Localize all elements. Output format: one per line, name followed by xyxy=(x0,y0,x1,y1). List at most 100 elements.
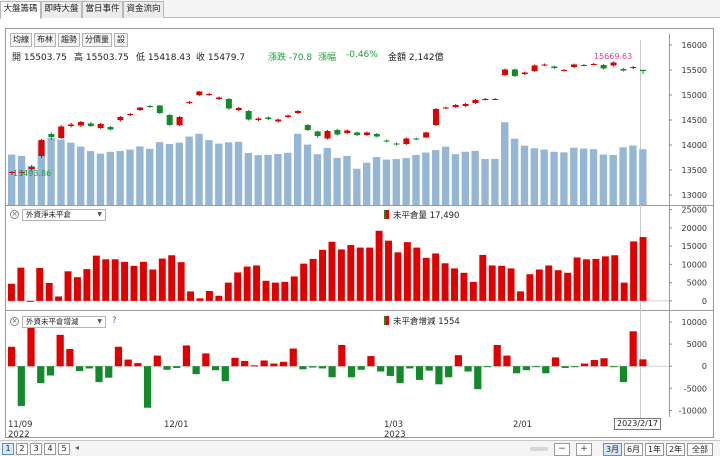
panel3-indicator-select[interactable]: 外資未平倉增減 ▼ xyxy=(22,316,106,328)
range-2y-button[interactable]: 2年 xyxy=(666,443,685,456)
open-interest-bar xyxy=(139,261,147,301)
volume-bar xyxy=(67,142,75,205)
zoom-out-icon: − xyxy=(558,444,566,454)
open-interest-change-bar xyxy=(561,366,569,368)
panel3-legend-text: 未平倉增減 1554 xyxy=(393,317,460,327)
candle-body xyxy=(511,69,518,76)
zoom-in-button[interactable]: + xyxy=(576,443,592,456)
open-interest-bar xyxy=(573,257,581,301)
open-interest-bar xyxy=(479,254,487,301)
open-interest-change-bar xyxy=(163,366,171,370)
open-interest-bar xyxy=(460,272,468,301)
open-interest-change-bar xyxy=(250,365,259,367)
open-interest-bar xyxy=(300,263,308,301)
candle-body xyxy=(294,111,301,113)
volume-bar xyxy=(106,151,114,205)
open-price: 開 15503.75 xyxy=(12,53,67,63)
open-interest-change-bar xyxy=(435,366,443,385)
open-interest-change-bar xyxy=(532,366,540,368)
open-interest-change-bar xyxy=(134,363,142,367)
open-interest-change-bar xyxy=(279,361,288,367)
page-button-1[interactable]: 1 xyxy=(2,443,14,455)
open-interest-change-bar xyxy=(75,366,84,372)
volume-bar xyxy=(303,144,312,205)
open-interest-bar xyxy=(583,259,590,301)
volume-bar xyxy=(639,149,647,205)
trend-button[interactable]: 趨勢 xyxy=(58,33,80,47)
candle-body xyxy=(176,117,183,125)
volume-bar xyxy=(461,151,469,205)
candle-body xyxy=(117,117,124,120)
open-interest-change-bar xyxy=(114,346,123,367)
range-3m-button[interactable]: 3月 xyxy=(603,443,622,456)
open-interest-change-bar xyxy=(17,366,25,406)
chart-frame xyxy=(5,28,714,438)
candle-body xyxy=(462,104,469,106)
close-panel2-icon[interactable]: × xyxy=(10,210,19,219)
zoom-out-button[interactable]: − xyxy=(554,443,570,456)
volume-bar xyxy=(363,162,371,205)
scroll-left-icon[interactable]: ◂ xyxy=(75,443,80,452)
range-1y-button[interactable]: 1年 xyxy=(645,443,664,456)
open-interest-bar xyxy=(554,270,562,301)
market-chart[interactable]: 16000 15500 15000 14500 14000 13500 13000 25000… xyxy=(0,0,720,440)
open-interest-change-bar xyxy=(493,345,501,367)
volume-bar xyxy=(343,155,351,205)
open-interest-change-bar xyxy=(483,366,492,368)
open-interest-change-bar xyxy=(309,366,317,368)
close-panel3-icon[interactable]: × xyxy=(10,317,19,326)
volume-by-price-button[interactable]: 分價量 xyxy=(82,33,112,47)
y-tick-label: 13000 xyxy=(682,191,707,200)
open-interest-bar xyxy=(281,281,289,301)
page-button-2[interactable]: 2 xyxy=(16,443,28,455)
candle-body xyxy=(216,97,223,99)
volume-bar xyxy=(17,155,26,205)
tab-market-chips[interactable]: 大盤籌碼 xyxy=(0,1,41,19)
open-interest-change-bar xyxy=(173,366,181,368)
bollinger-button[interactable]: 布林 xyxy=(34,33,56,47)
open-interest-change-bar xyxy=(629,331,637,367)
tab-daily-events[interactable]: 當日事件 xyxy=(82,1,123,18)
volume-bar xyxy=(540,149,548,205)
volume-bar xyxy=(47,137,55,205)
scrollbar[interactable] xyxy=(530,447,548,451)
page-button-3[interactable]: 3 xyxy=(30,443,42,455)
volume-bar xyxy=(323,147,331,205)
range-6m-button[interactable]: 6月 xyxy=(624,443,643,456)
open-interest-change-bar xyxy=(231,357,239,367)
candle-body xyxy=(344,130,351,133)
open-interest-change-bar xyxy=(571,366,579,368)
volume-bar xyxy=(619,147,627,205)
volume-bar xyxy=(254,155,262,205)
candle-body xyxy=(580,65,587,66)
tab-fund-flow[interactable]: 資金流向 xyxy=(123,1,164,18)
open-interest-bar xyxy=(451,268,458,301)
range-all-button[interactable]: 全部 xyxy=(687,443,713,456)
open-interest-change-bar xyxy=(386,366,394,376)
open-interest-change-bar xyxy=(377,366,385,372)
open-interest-bar xyxy=(611,255,619,301)
open-interest-change-bar xyxy=(406,366,414,369)
help-icon[interactable]: ? xyxy=(112,316,117,326)
candle-body xyxy=(442,107,449,109)
open-interest-change-bar xyxy=(37,366,45,383)
page-button-4[interactable]: 4 xyxy=(44,443,56,455)
open-interest-bar xyxy=(469,281,477,301)
volume-bar xyxy=(579,148,588,205)
settings-button[interactable]: 設 xyxy=(114,33,128,47)
tab-realtime-market[interactable]: 即時大盤 xyxy=(41,1,82,18)
panel2-indicator-select[interactable]: 外資淨未平倉 ▼ xyxy=(22,209,106,221)
open-interest-bar xyxy=(328,241,336,301)
candle-body xyxy=(600,65,607,69)
open-interest-bar xyxy=(121,261,129,301)
page-button-5[interactable]: 5 xyxy=(58,443,70,455)
open-interest-bar xyxy=(205,291,213,301)
candle-body xyxy=(620,69,627,71)
open-interest-bar xyxy=(196,298,204,301)
open-interest-bar xyxy=(375,230,383,301)
open-interest-bar xyxy=(620,282,628,301)
open-interest-bar xyxy=(234,272,242,301)
volume-bar xyxy=(560,152,568,205)
candle-body xyxy=(314,131,321,136)
moving-average-button[interactable]: 均線 xyxy=(10,33,32,47)
